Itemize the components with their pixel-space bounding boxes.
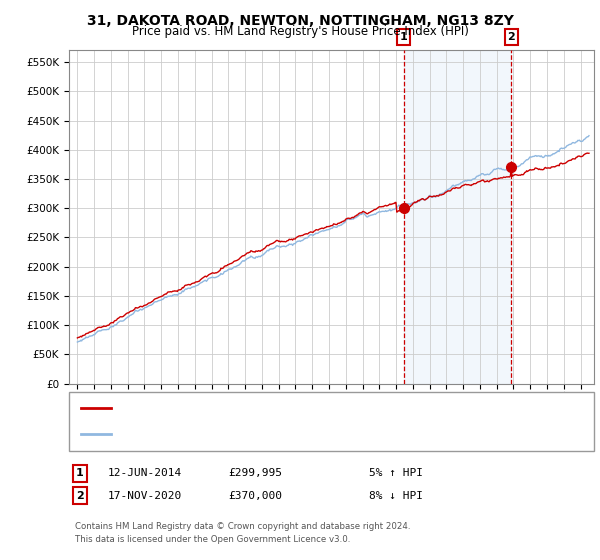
Text: 8% ↓ HPI: 8% ↓ HPI (369, 491, 423, 501)
Text: HPI: Average price, detached house, Rushcliffe: HPI: Average price, detached house, Rush… (117, 430, 361, 440)
Text: 2: 2 (508, 32, 515, 42)
Text: £370,000: £370,000 (228, 491, 282, 501)
Text: 2: 2 (76, 491, 83, 501)
Text: 31, DAKOTA ROAD, NEWTON, NOTTINGHAM, NG13 8ZY (detached house): 31, DAKOTA ROAD, NEWTON, NOTTINGHAM, NG1… (117, 403, 497, 413)
Text: 12-JUN-2014: 12-JUN-2014 (108, 468, 182, 478)
Text: £299,995: £299,995 (228, 468, 282, 478)
Text: Price paid vs. HM Land Registry's House Price Index (HPI): Price paid vs. HM Land Registry's House … (131, 25, 469, 38)
Text: Contains HM Land Registry data © Crown copyright and database right 2024.: Contains HM Land Registry data © Crown c… (75, 522, 410, 531)
Text: 1: 1 (400, 32, 407, 42)
Text: 17-NOV-2020: 17-NOV-2020 (108, 491, 182, 501)
Text: 5% ↑ HPI: 5% ↑ HPI (369, 468, 423, 478)
Text: 1: 1 (76, 468, 83, 478)
Bar (404, 50, 511, 384)
Text: 31, DAKOTA ROAD, NEWTON, NOTTINGHAM, NG13 8ZY: 31, DAKOTA ROAD, NEWTON, NOTTINGHAM, NG1… (86, 14, 514, 28)
Text: This data is licensed under the Open Government Licence v3.0.: This data is licensed under the Open Gov… (75, 535, 350, 544)
